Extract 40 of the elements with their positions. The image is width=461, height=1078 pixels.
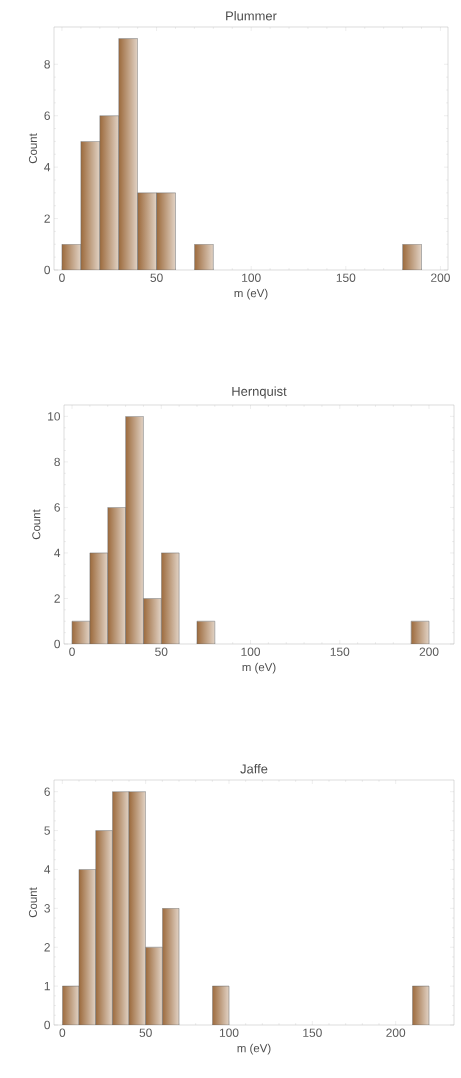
y-tick-label: 6 — [44, 787, 50, 796]
x-tick-label: 200 — [419, 647, 439, 656]
y-axis-title: Count — [28, 887, 37, 918]
y-tick-label: 4 — [44, 865, 51, 874]
x-tick-label: 100 — [241, 647, 261, 656]
y-tick-label: 2 — [44, 214, 50, 223]
x-tick-label: 200 — [386, 1028, 406, 1037]
x-tick-label: 50 — [139, 1028, 152, 1037]
y-axis-title: Count — [28, 133, 37, 164]
x-axis-title: m (eV) — [242, 662, 276, 674]
y-tick-label: 10 — [48, 412, 61, 421]
y-tick-label: 8 — [54, 457, 60, 467]
y-tick-label: 2 — [44, 943, 50, 952]
y-tick-label: 5 — [44, 826, 50, 835]
x-axis-title: m (eV) — [237, 1043, 271, 1055]
chart-title: Plummer — [226, 10, 277, 21]
y-tick-label: 0 — [54, 639, 61, 649]
chart-title: Hernquist — [232, 386, 287, 399]
y-tick-label: 0 — [44, 1020, 51, 1030]
y-tick-label: 0 — [44, 265, 51, 275]
y-tick-label: 6 — [44, 111, 50, 120]
y-tick-label: 3 — [44, 904, 50, 913]
x-tick-label: 50 — [155, 647, 168, 656]
x-axis-title: m (eV) — [234, 288, 268, 300]
x-tick-label: 150 — [336, 273, 356, 282]
x-tick-label: 150 — [303, 1028, 322, 1037]
x-tick-label: 0 — [69, 647, 75, 656]
x-tick-label: 150 — [330, 647, 350, 656]
x-tick-label: 50 — [150, 273, 163, 282]
y-axis-title: Count — [32, 509, 41, 540]
x-tick-label: 200 — [431, 273, 450, 282]
y-tick-label: 6 — [54, 503, 60, 512]
chart-title: Jaffe — [240, 763, 268, 774]
y-tick-label: 1 — [44, 982, 50, 991]
x-tick-label: 100 — [242, 273, 261, 282]
y-tick-label: 4 — [54, 548, 61, 558]
y-tick-label: 2 — [54, 594, 60, 603]
x-tick-label: 100 — [219, 1028, 239, 1037]
y-tick-label: 8 — [44, 60, 50, 69]
y-tick-label: 4 — [44, 163, 51, 172]
